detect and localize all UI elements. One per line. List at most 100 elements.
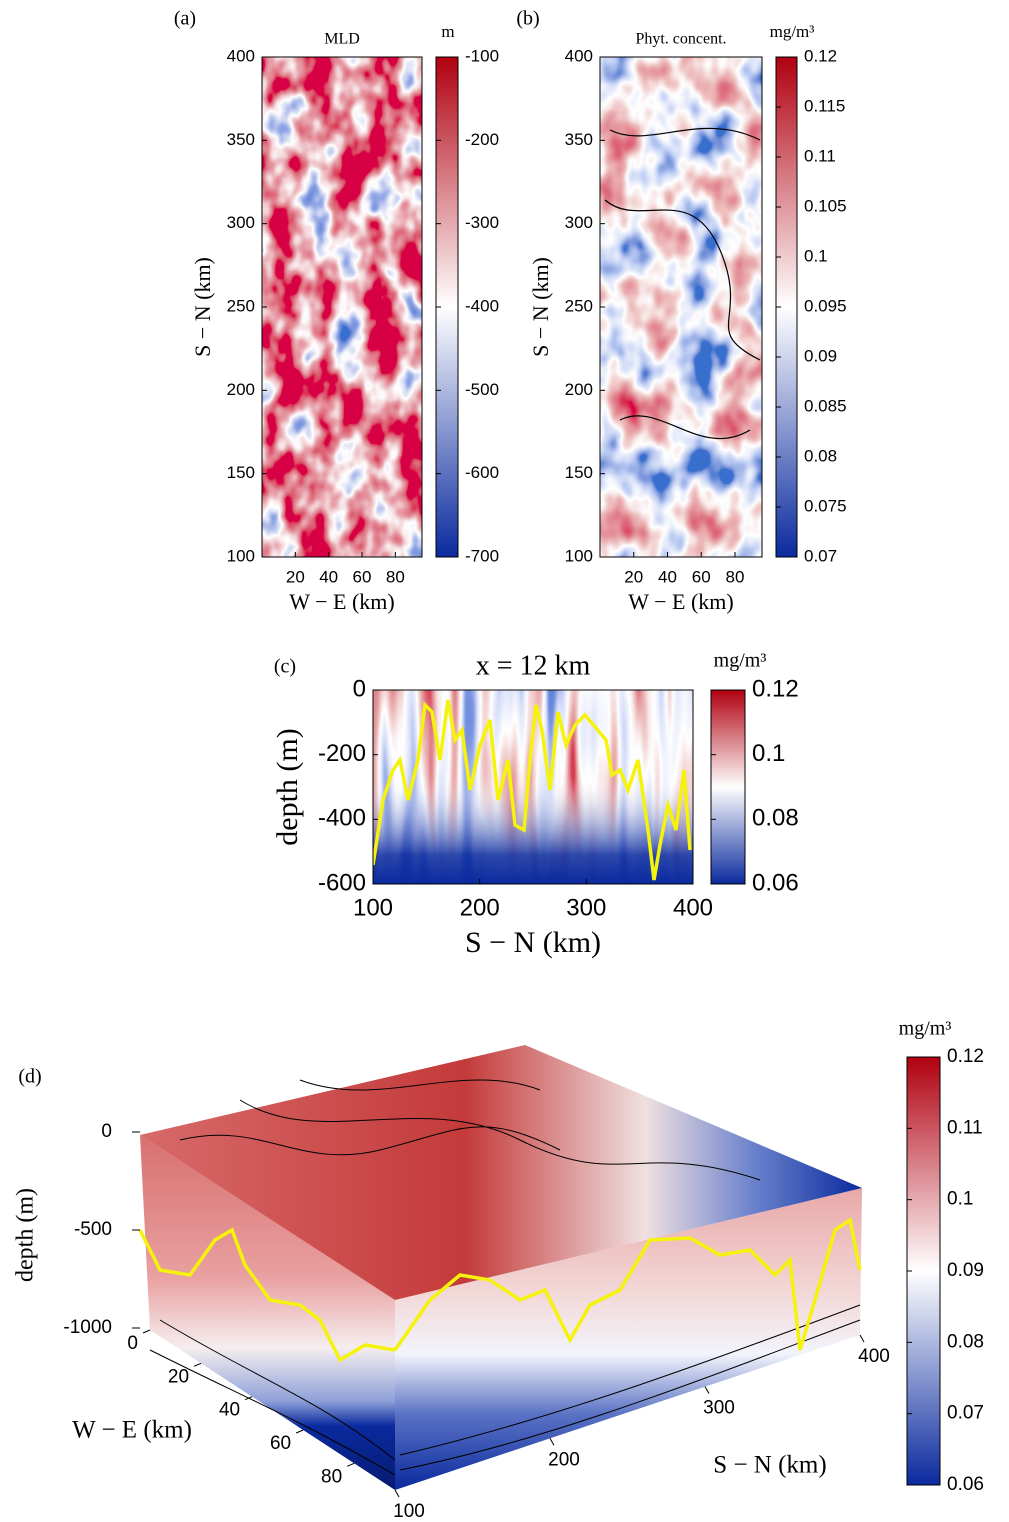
x-tick-label: 80	[321, 1466, 342, 1487]
colorbar	[710, 689, 746, 885]
x-axis-label: W − E (km)	[628, 589, 733, 614]
x-tick-label: 20	[624, 567, 643, 586]
x-tick-label: 300	[566, 894, 606, 921]
field-a	[262, 57, 422, 557]
colorbar-tick-label: 0.12	[804, 46, 837, 65]
x-tick-label: 400	[673, 894, 713, 921]
colorbar-tick-label: 0.06	[752, 869, 799, 896]
z-axis-label: depth (m)	[13, 1188, 39, 1282]
y-tick-label: 150	[227, 463, 255, 482]
colorbar-label: mg/m³	[770, 22, 815, 41]
colorbar-label: mg/m³	[899, 1018, 952, 1040]
colorbar-tick-label: -400	[465, 296, 499, 315]
y-tick-label: 300	[565, 213, 593, 232]
panel-title: x = 12 km	[476, 650, 591, 681]
x-tick-label: 60	[270, 1433, 291, 1454]
y-tick-label: 300	[227, 213, 255, 232]
y-tick-label: -400	[318, 805, 366, 832]
x-axis-label: W − E (km)	[72, 1417, 192, 1444]
z-tick-label: -500	[74, 1219, 112, 1240]
x-tick	[346, 1462, 355, 1467]
y-tick-label: 400	[565, 46, 593, 65]
x-tick-label: 100	[353, 894, 393, 921]
x-tick-label: 200	[460, 894, 500, 921]
colorbar-tick-label: 0.08	[752, 805, 799, 832]
colorbar-tick-label: 0.06	[947, 1474, 984, 1495]
x-tick-label: 40	[658, 567, 677, 586]
colorbar-tick-label: 0.09	[947, 1260, 984, 1281]
colorbar-tick-label: 0.095	[804, 296, 847, 315]
y-tick-label: 0	[353, 675, 366, 702]
y-tick-label: 100	[227, 546, 255, 565]
colorbar-tick-label: 0.1	[947, 1189, 973, 1210]
colorbar-tick-label: 0.1	[804, 246, 828, 265]
colorbar-tick-label: 0.1	[752, 740, 785, 767]
z-tick-label: 0	[101, 1121, 112, 1142]
field-c	[373, 690, 693, 884]
colorbar-tick-label: 0.075	[804, 496, 847, 515]
panel-label: (c)	[274, 656, 296, 678]
colorbar-tick-label: 0.085	[804, 396, 847, 415]
y-tick	[549, 1438, 555, 1446]
y-tick-label: 350	[227, 130, 255, 149]
panel-label: (a)	[174, 8, 196, 30]
colorbar-tick-label: -300	[465, 213, 499, 232]
colorbar-tick-label: 0.12	[752, 675, 799, 702]
x-tick-label: 80	[386, 567, 405, 586]
x-tick-label: 60	[692, 567, 711, 586]
x-tick	[244, 1396, 253, 1401]
colorbar-tick-label: -600	[465, 463, 499, 482]
colorbar-tick-label: 0.09	[804, 346, 837, 365]
y-axis-label: depth (m)	[271, 728, 304, 845]
colorbar-tick-label: 0.105	[804, 196, 847, 215]
panel-title: Phyt. concent.	[635, 31, 726, 48]
x-tick	[295, 1429, 304, 1434]
block-3d	[138, 1045, 862, 1490]
y-tick-label: 150	[565, 463, 593, 482]
y-tick-label: -600	[318, 869, 366, 896]
x-tick-label: 60	[353, 567, 372, 586]
y-tick-label: 200	[565, 380, 593, 399]
colorbar-tick-label: 0.11	[947, 1117, 983, 1138]
field-b	[600, 57, 762, 557]
y-tick-label: 100	[393, 1501, 425, 1522]
y-tick-label: 400	[858, 1346, 890, 1367]
y-tick-label: 200	[227, 380, 255, 399]
y-tick-label: 350	[565, 130, 593, 149]
colorbar-tick-label: 0.11	[804, 146, 836, 165]
colorbar-tick-label: -200	[465, 130, 499, 149]
colorbar-tick-label: 0.115	[804, 96, 845, 115]
panel-label: (d)	[18, 1066, 41, 1088]
colorbar-tick-label: -100	[465, 46, 499, 65]
y-tick-label: 250	[227, 296, 255, 315]
z-tick-label: -1000	[63, 1317, 112, 1338]
y-axis-label: S − N (km)	[713, 1452, 826, 1479]
y-axis-label: S − N (km)	[528, 257, 553, 357]
x-tick-label: 40	[319, 567, 338, 586]
y-tick	[704, 1386, 710, 1394]
colorbar-tick-label: -500	[465, 380, 499, 399]
colorbar-tick-label: 0.07	[947, 1403, 984, 1424]
x-axis-label: S − N (km)	[465, 926, 601, 959]
x-axis-label: W − E (km)	[289, 589, 394, 614]
x-tick-label: 40	[219, 1400, 240, 1421]
y-tick	[394, 1489, 400, 1498]
panel-title: MLD	[324, 31, 360, 48]
x-tick	[193, 1362, 202, 1367]
y-tick-label: 200	[548, 1449, 580, 1470]
colorbar-tick-label: 0.08	[804, 446, 837, 465]
y-tick-label: 400	[227, 46, 255, 65]
colorbar-tick-label: 0.08	[947, 1331, 984, 1352]
panel-label: (b)	[516, 8, 539, 30]
y-tick	[859, 1334, 865, 1343]
x-tick-label: 0	[127, 1333, 138, 1354]
x-tick-label: 20	[286, 567, 305, 586]
colorbar	[906, 1056, 941, 1486]
y-tick-label: -200	[318, 740, 366, 767]
x-tick-label: 80	[726, 567, 745, 586]
y-tick-label: 250	[565, 296, 593, 315]
y-tick-label: 100	[565, 546, 593, 565]
colorbar-tick-label: 0.07	[804, 546, 837, 565]
